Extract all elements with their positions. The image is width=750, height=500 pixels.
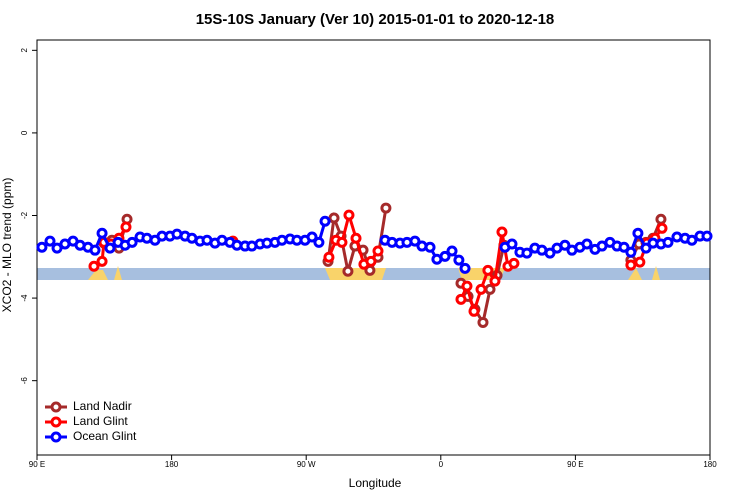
data-point <box>701 230 713 242</box>
y-tick-label: 2 <box>20 48 29 53</box>
y-tick-label: -2 <box>20 211 29 219</box>
data-point <box>323 251 335 263</box>
data-point <box>380 202 392 214</box>
x-tick-label: 180 <box>703 460 717 469</box>
land-patch <box>114 266 122 280</box>
data-point <box>496 226 508 238</box>
y-tick-label: -6 <box>20 377 29 385</box>
legend-swatch <box>50 431 62 443</box>
data-point <box>455 293 467 305</box>
data-point <box>343 209 355 221</box>
y-axis-label: XCO2 - MLO trend (ppm) <box>0 178 14 313</box>
legend-label: Land Nadir <box>73 399 132 413</box>
x-tick-label: 90 E <box>29 460 45 469</box>
data-point <box>96 255 108 267</box>
data-point <box>640 242 652 254</box>
data-point <box>88 260 100 272</box>
data-point <box>468 305 480 317</box>
data-point <box>634 256 646 268</box>
data-point <box>350 232 362 244</box>
data-point <box>36 241 48 253</box>
data-point <box>544 247 556 259</box>
y-tick-label: 0 <box>20 130 29 135</box>
data-point <box>319 215 331 227</box>
data-point <box>306 231 318 243</box>
legend-swatch <box>50 416 62 428</box>
data-point <box>372 245 384 257</box>
data-point <box>342 265 354 277</box>
data-point <box>477 316 489 328</box>
y-tick-label: -4 <box>20 294 29 302</box>
data-point <box>365 255 377 267</box>
data-point <box>506 238 518 250</box>
data-point <box>459 262 471 274</box>
x-tick-label: 90 W <box>297 460 316 469</box>
data-point <box>461 280 473 292</box>
data-point <box>521 247 533 259</box>
data-point <box>126 236 138 248</box>
data-point <box>632 227 644 239</box>
data-point <box>328 212 340 224</box>
land-patch <box>652 266 660 280</box>
chart-title: 15S-10S January (Ver 10) 2015-01-01 to 2… <box>196 11 555 28</box>
land-patch <box>325 268 386 280</box>
data-point <box>336 236 348 248</box>
data-point <box>489 275 501 287</box>
x-tick-label: 90 E <box>567 460 583 469</box>
data-point <box>559 239 571 251</box>
data-point <box>625 246 637 258</box>
x-tick-label: 180 <box>165 460 179 469</box>
land-patch <box>88 270 108 280</box>
data-point <box>662 236 674 248</box>
data-point <box>446 245 458 257</box>
data-point <box>625 259 637 271</box>
legend-label: Land Glint <box>73 414 128 428</box>
data-point <box>656 222 668 234</box>
data-point <box>655 213 667 225</box>
data-point <box>508 257 520 269</box>
x-tick-label: 0 <box>439 460 444 469</box>
land-patch <box>628 268 642 280</box>
data-point <box>484 283 496 295</box>
data-point <box>409 235 421 247</box>
x-axis-label: Longitude <box>349 476 402 490</box>
data-point <box>482 264 494 276</box>
data-point <box>439 250 451 262</box>
data-point <box>104 242 116 254</box>
data-point <box>96 227 108 239</box>
data-point <box>89 244 101 256</box>
data-point <box>686 234 698 246</box>
data-point <box>453 254 465 266</box>
data-point <box>581 238 593 250</box>
data-point <box>618 241 630 253</box>
legend-swatch <box>50 401 62 413</box>
data-point <box>424 241 436 253</box>
data-point <box>313 236 325 248</box>
data-point <box>44 235 56 247</box>
data-point <box>51 242 63 254</box>
data-point <box>120 221 132 233</box>
legend-label: Ocean Glint <box>73 429 137 443</box>
data-point <box>475 283 487 295</box>
